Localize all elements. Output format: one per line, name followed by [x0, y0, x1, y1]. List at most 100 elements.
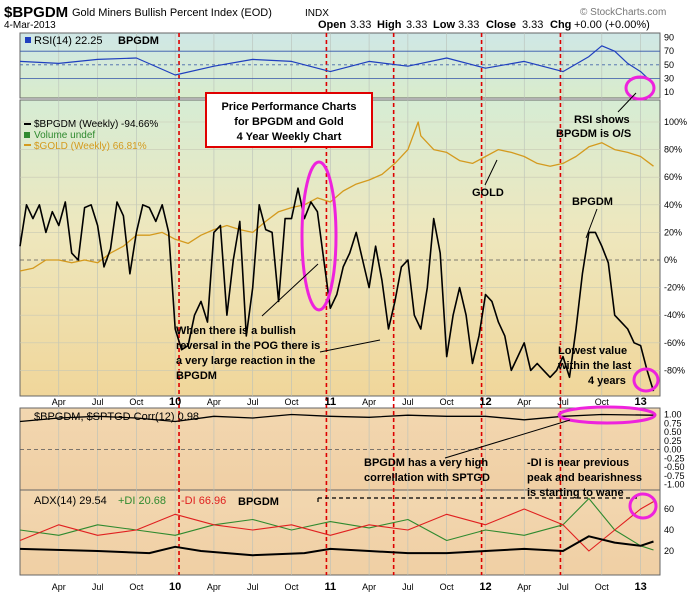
high-label: High [377, 19, 402, 31]
di-note-line2: peak and bearishness [527, 472, 642, 484]
gold-legend: $GOLD (Weekly) 66.81% [34, 141, 147, 152]
x-tick-label-bottom: Jul [247, 582, 259, 592]
watermark: © StockCharts.com [580, 7, 666, 18]
x-tick-label-bottom: 11 [324, 581, 336, 593]
x-tick-label-main: Jul [247, 397, 259, 407]
low-value: 3.33 [458, 19, 479, 31]
volume-legend-swatch [24, 132, 30, 138]
volume-legend: Volume undef [34, 130, 95, 141]
x-tick-label-main: Oct [285, 397, 300, 407]
x-tick-label-bottom: Apr [362, 582, 376, 592]
x-tick-label-main: Apr [52, 397, 66, 407]
corr-tick-label: -0.75 [664, 471, 685, 481]
corr-note-line1: BPGDM has a very high [364, 457, 488, 469]
main-tick-label: -80% [664, 365, 685, 375]
open-label: Open [318, 19, 346, 31]
main-tick-label: -60% [664, 338, 685, 348]
minus-di-label: -DI 66.96 [181, 495, 226, 507]
reversal-note-line4: BPGDM [176, 370, 217, 382]
adx-tick-label: 20 [664, 546, 674, 556]
x-tick-label-main: Jul [557, 397, 569, 407]
rsi-tick-label: 50 [664, 60, 674, 70]
corr-tick-label: 0.50 [664, 427, 682, 437]
corr-tick-label: 0.75 [664, 418, 682, 428]
gold-label-pointer [484, 159, 498, 186]
lowest-note-line3: 4 years [588, 375, 626, 387]
rsi-panel [19, 32, 661, 99]
title-box-line1: Price Performance Charts [221, 101, 356, 113]
corr-line [19, 413, 654, 423]
rsi-annotation-line1: RSI shows [574, 114, 630, 126]
reversal-note-line1: When there is a bullish [176, 325, 296, 337]
gold-line [19, 121, 654, 272]
reversal-pointer-1 [261, 263, 319, 317]
corr-tick-label: 1.00 [664, 410, 682, 420]
main-tick-label: -40% [664, 310, 685, 320]
reversal-note-line2: reversal in the POG there is [176, 340, 320, 352]
axis-layer: 90 70 50 30 10 100% 80% 60% 40% 20% 0% -20% -40% -60%… [52, 33, 687, 593]
minus-di-line [19, 501, 654, 552]
corr-tick-label: 0.25 [664, 436, 682, 446]
x-tick-label-bottom: Apr [52, 582, 66, 592]
rsi-annotation-line2: BPGDM is O/S [556, 128, 631, 140]
x-tick-label-bottom: Oct [285, 582, 300, 592]
x-tick-label-bottom: 12 [479, 581, 491, 593]
chg-value: +0.00 (+0.00%) [574, 19, 650, 31]
x-tick-label-main: Apr [362, 397, 376, 407]
grid-layer [20, 33, 660, 575]
open-value: 3.33 [350, 19, 371, 31]
di-note-line3: is starting to wane [527, 487, 624, 499]
main-tick-label: 80% [664, 145, 682, 155]
corr-highlight [557, 405, 657, 425]
rsi-tick-label: 10 [664, 87, 674, 97]
low-label: Low [433, 19, 455, 31]
adx-line [19, 535, 654, 557]
rsi-tick-label: 90 [664, 33, 674, 43]
x-tick-label-main: 13 [634, 396, 646, 408]
x-tick-label-main: 12 [479, 396, 491, 408]
main-tick-label: 20% [664, 227, 682, 237]
corr-tick-label: 0.00 [664, 445, 682, 455]
title-box [205, 92, 373, 148]
title-box-line3: 4 Year Weekly Chart [237, 131, 342, 143]
main-tick-label: 40% [664, 200, 682, 210]
index-name: Gold Miners Bullish Percent Index (EOD) [72, 7, 272, 19]
reversal-pointer-2 [319, 339, 381, 353]
rsi-line [19, 45, 654, 85]
x-tick-label-bottom: Oct [129, 582, 144, 592]
main-tick-label: 0% [664, 255, 677, 265]
reversal-note-line3: a very large reaction in the [176, 355, 315, 367]
exchange-label: INDX [305, 8, 329, 19]
gold-series-label: GOLD [472, 187, 504, 199]
x-tick-label-main: Oct [129, 397, 144, 407]
x-tick-label-main: 11 [324, 396, 336, 408]
corr-panel [19, 407, 661, 491]
x-tick-label-bottom: Oct [440, 582, 455, 592]
rsi-annotation-pointer [617, 92, 637, 113]
lowest-note-line2: within the last [557, 360, 632, 372]
rsi-oversold-highlight [624, 75, 656, 101]
adx-label: ADX(14) 29.54 [34, 495, 107, 507]
x-tick-label-bottom: Jul [402, 582, 414, 592]
x-tick-label-main: Oct [440, 397, 455, 407]
x-tick-label-main: Apr [517, 397, 531, 407]
chg-label: Chg [550, 19, 571, 31]
x-tick-label-main: 10 [169, 396, 181, 408]
corr-label: $BPGDM, $SPTGD Corr(12) 0.98 [34, 411, 199, 423]
series-layer [19, 45, 655, 557]
adx-tag: BPGDM [238, 496, 279, 508]
x-tick-label-bottom: Oct [595, 582, 610, 592]
corr-tick-label: -1.00 [664, 480, 685, 490]
corr-note-line2: correllation with SPTGD [364, 472, 490, 484]
rsi-tag: BPGDM [118, 35, 159, 47]
lowest-value-highlight [632, 367, 660, 393]
main-tick-label: -20% [664, 283, 685, 293]
rsi-tick-label: 70 [664, 46, 674, 56]
di-note-line1: -DI is near previous [527, 457, 629, 469]
x-tick-label-bottom: Apr [207, 582, 221, 592]
x-tick-label-bottom: Jul [557, 582, 569, 592]
plus-di-label: +DI 20.68 [118, 495, 166, 507]
bpgdm-label-pointer [585, 208, 598, 239]
x-tick-label-bottom: 10 [169, 581, 181, 593]
corr-tick-label: -0.50 [664, 462, 685, 472]
